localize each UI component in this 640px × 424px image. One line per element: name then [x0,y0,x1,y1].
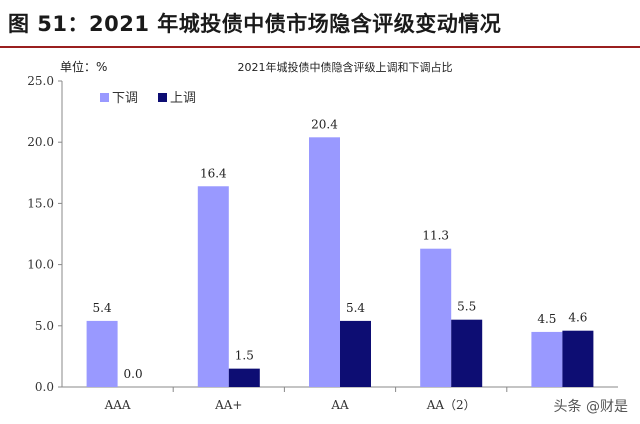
bar-upgrade [562,330,594,387]
y-tick-label: 0.0 [35,380,54,394]
data-label: 4.5 [537,312,556,326]
bar-downgrade [420,248,452,387]
data-label: 20.4 [311,117,338,131]
bar-upgrade [228,368,260,387]
x-category-label: AA+ [214,398,242,412]
legend-swatch [158,93,167,102]
bar-downgrade [309,137,340,387]
y-tick-label: 5.0 [35,319,54,333]
chart-legend: 下调 上调 [100,91,196,106]
legend-label: 上调 [170,91,196,106]
data-label: 0.0 [124,367,143,381]
x-category-label: AA（2） [426,398,476,412]
figure-title: 图 51：2021 年城投债中债市场隐含评级变动情况 [8,12,502,36]
bar-downgrade [531,331,563,387]
legend-swatch [100,93,109,102]
legend-label: 下调 [112,91,138,106]
data-label: 4.6 [568,311,587,325]
data-label: 16.4 [200,166,227,180]
y-tick-label: 20.0 [27,135,54,149]
y-tick-label: 10.0 [27,258,54,272]
chart-bars: 5.4 0.0 16.4 1.5 20.4 5.4 11.3 5.5 4.5 4.6 [86,117,594,387]
data-label: 5.4 [346,301,365,315]
title-rule [0,46,640,48]
bar-upgrade [340,320,371,387]
bar-downgrade [86,320,118,387]
data-label: 1.5 [235,349,254,363]
chart-axes: 0.0 5.0 10.0 15.0 20.0 25.0 AAA AA+ AA AA（2） [27,74,618,412]
bar-downgrade [197,186,229,387]
y-tick-label: 25.0 [27,74,54,88]
bar-upgrade [451,319,483,387]
chart-title: 2021年城投债中债隐含评级上调和下调占比 [238,60,453,74]
data-label: 11.3 [422,229,449,243]
y-tick-label: 15.0 [27,196,54,210]
watermark-text: 头条 @财是 [553,399,628,415]
data-label: 5.5 [457,300,476,314]
unit-label: 单位：% [60,59,107,74]
x-category-label: AA [330,398,349,412]
data-label: 5.4 [93,301,112,315]
x-category-label: AAA [104,398,131,412]
